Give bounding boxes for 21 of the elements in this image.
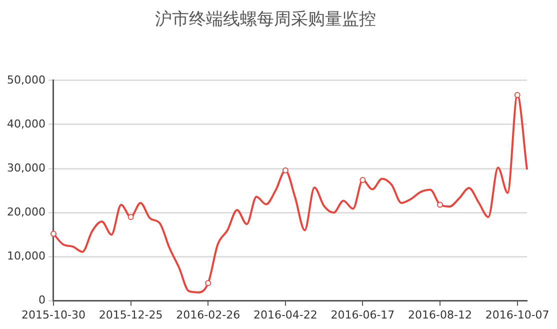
y-tick-label: 0 [38, 294, 46, 307]
x-tick-label: 2016-10-07 [485, 308, 550, 322]
y-tick-label: 40,000 [6, 117, 46, 130]
x-tick-label: 2016-04-22 [253, 308, 318, 322]
x-tick-label: 2016-06-17 [330, 308, 395, 322]
chart-title: 沪市终端线螺每周采购量监控 [155, 10, 376, 30]
point [360, 177, 366, 184]
x-tick-label: 2015-10-30 [22, 308, 86, 322]
point [282, 167, 288, 174]
y-tick-label: 20,000 [6, 206, 46, 218]
y-tick-label: 30,000 [6, 161, 46, 174]
x-tick-label: 2015-12-25 [98, 308, 163, 322]
x-tick-label: 2016-02-26 [176, 308, 240, 322]
point [437, 202, 444, 208]
point [50, 230, 56, 237]
y-tick-label: 50,000 [6, 73, 46, 86]
point [514, 92, 520, 98]
point [128, 214, 134, 220]
point [205, 280, 212, 286]
y-tick-label: 10,000 [6, 250, 46, 263]
x-tick-label: 2016-08-12 [408, 308, 472, 322]
